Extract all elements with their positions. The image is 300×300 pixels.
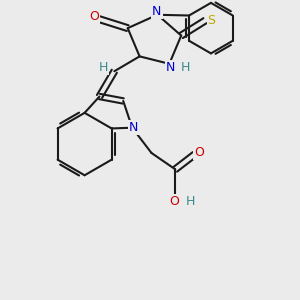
Text: H: H [98,61,108,74]
Text: O: O [169,195,179,208]
Text: H: H [186,195,195,208]
Text: O: O [89,10,99,23]
Text: N: N [152,5,161,18]
Text: H: H [181,61,190,74]
Text: O: O [194,146,204,159]
Text: N: N [166,61,176,74]
Text: N: N [129,121,138,134]
Text: S: S [208,14,215,27]
